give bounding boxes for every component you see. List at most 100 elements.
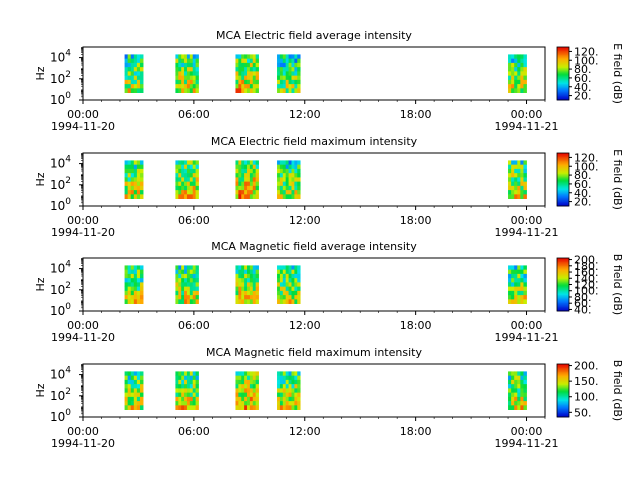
colorbar-swatch: [557, 66, 569, 69]
spectrogram-cell: [235, 190, 239, 195]
spectrogram-cell: [184, 194, 188, 199]
spectrogram-cell: [291, 168, 295, 174]
data-interval-3: [235, 160, 259, 199]
spectrogram-cell: [195, 401, 199, 406]
spectrogram-cell: [181, 181, 185, 187]
spectrogram-cell: [291, 396, 295, 402]
spectrogram-cell: [178, 371, 182, 377]
spectrogram-cell: [124, 290, 129, 296]
spectrogram-cell: [277, 88, 281, 93]
x-tick-label: 18:00: [400, 108, 432, 121]
spectrogram-cell: [517, 286, 521, 292]
spectrogram-cell: [255, 190, 259, 195]
x-tick-label: 06:00: [178, 214, 210, 227]
spectrogram-cell: [277, 79, 281, 85]
spectrogram-cell: [181, 62, 185, 68]
spectrogram-cell: [127, 62, 132, 68]
spectrogram-cell: [175, 168, 179, 174]
x-tick-label: 18:00: [400, 425, 432, 438]
spectrogram-cell: [277, 84, 281, 89]
spectrogram-cell: [294, 273, 298, 279]
spectrogram-cell: [124, 396, 129, 402]
spectrogram-cell: [186, 278, 191, 283]
spectrogram-cell: [139, 79, 144, 85]
spectrogram-cell: [279, 273, 284, 279]
spectrogram-cell: [511, 290, 515, 296]
spectrogram-cell: [291, 401, 295, 406]
spectrogram-cell: [136, 58, 141, 64]
spectrogram-cell: [192, 194, 197, 199]
spectrogram-cell: [181, 371, 185, 377]
spectrogram-cell: [238, 379, 242, 385]
spectrogram-cell: [252, 282, 257, 288]
spectrogram-cell: [195, 177, 199, 183]
spectrogram-cell: [285, 295, 289, 300]
spectrogram-cell: [285, 290, 289, 296]
colorbar-swatch: [557, 303, 569, 305]
spectrogram-cell: [238, 88, 242, 93]
spectrogram-cell: [297, 58, 301, 64]
colorbar-swatch: [557, 405, 569, 407]
spectrogram-cell: [511, 384, 515, 389]
spectrogram-cell: [255, 54, 259, 60]
spectrogram-cell: [136, 269, 141, 275]
spectrogram-cell: [136, 75, 141, 81]
spectrogram-cell: [133, 269, 138, 275]
spectrogram-cell: [249, 401, 254, 406]
spectrogram-cell: [192, 190, 197, 195]
spectrogram-cell: [130, 273, 135, 279]
spectrogram-cell: [291, 88, 295, 93]
spectrogram-cell: [133, 286, 138, 292]
spectrogram-cell: [124, 177, 129, 183]
data-interval-2: [175, 160, 199, 199]
spectrogram-cell: [279, 67, 284, 72]
spectrogram-cell: [136, 278, 141, 283]
spectrogram-cell: [514, 194, 518, 199]
spectrogram-cell: [181, 168, 185, 174]
spectrogram-cell: [241, 401, 245, 406]
spectrogram-cell: [186, 164, 191, 170]
spectrogram-cell: [244, 160, 248, 166]
spectrogram-cell: [297, 379, 301, 385]
colorbar-swatch: [557, 395, 569, 398]
spectrogram-cell: [238, 62, 242, 68]
spectrogram-cell: [189, 375, 194, 381]
spectrogram-cell: [514, 88, 518, 93]
spectrogram-cell: [130, 295, 135, 300]
spectrogram-cell: [508, 67, 512, 72]
spectrogram-cell: [133, 299, 138, 304]
spectrogram-cell: [175, 54, 179, 60]
spectrogram-cell: [241, 58, 245, 64]
spectrogram-cell: [297, 190, 301, 195]
spectrogram-cell: [508, 405, 512, 410]
spectrogram-cell: [523, 269, 527, 275]
spectrogram-cell: [139, 379, 144, 385]
spectrogram-cell: [294, 67, 298, 72]
colorbar-swatch: [557, 371, 569, 374]
colorbar-swatch: [557, 387, 569, 390]
spectrogram-cell: [511, 388, 515, 394]
spectrogram-cell: [249, 405, 254, 410]
spectrogram-cell: [282, 299, 287, 304]
spectrogram-cell: [235, 286, 239, 292]
spectrogram-cell: [124, 401, 129, 406]
colorbar-swatch: [557, 288, 569, 291]
spectrogram-cell: [124, 379, 129, 385]
spectrogram-cell: [192, 290, 197, 296]
spectrogram-cell: [238, 54, 242, 60]
spectrogram-cell: [255, 71, 259, 77]
spectrogram-cell: [523, 282, 527, 288]
y-tick-label: 102: [50, 176, 71, 192]
spectrogram-cell: [184, 71, 188, 77]
spectrogram-cell: [508, 384, 512, 389]
spectrogram-cell: [189, 75, 194, 81]
spectrogram-cell: [511, 401, 515, 406]
spectrogram-cell: [133, 58, 138, 64]
spectrogram-cell: [294, 286, 298, 292]
spectrogram-cell: [186, 79, 191, 85]
x-date-label: 1994-11-20: [51, 226, 115, 239]
spectrogram-cell: [133, 396, 138, 402]
spectrogram-cell: [235, 177, 239, 183]
spectrogram-cell: [523, 190, 527, 195]
spectrogram-cell: [189, 379, 194, 385]
